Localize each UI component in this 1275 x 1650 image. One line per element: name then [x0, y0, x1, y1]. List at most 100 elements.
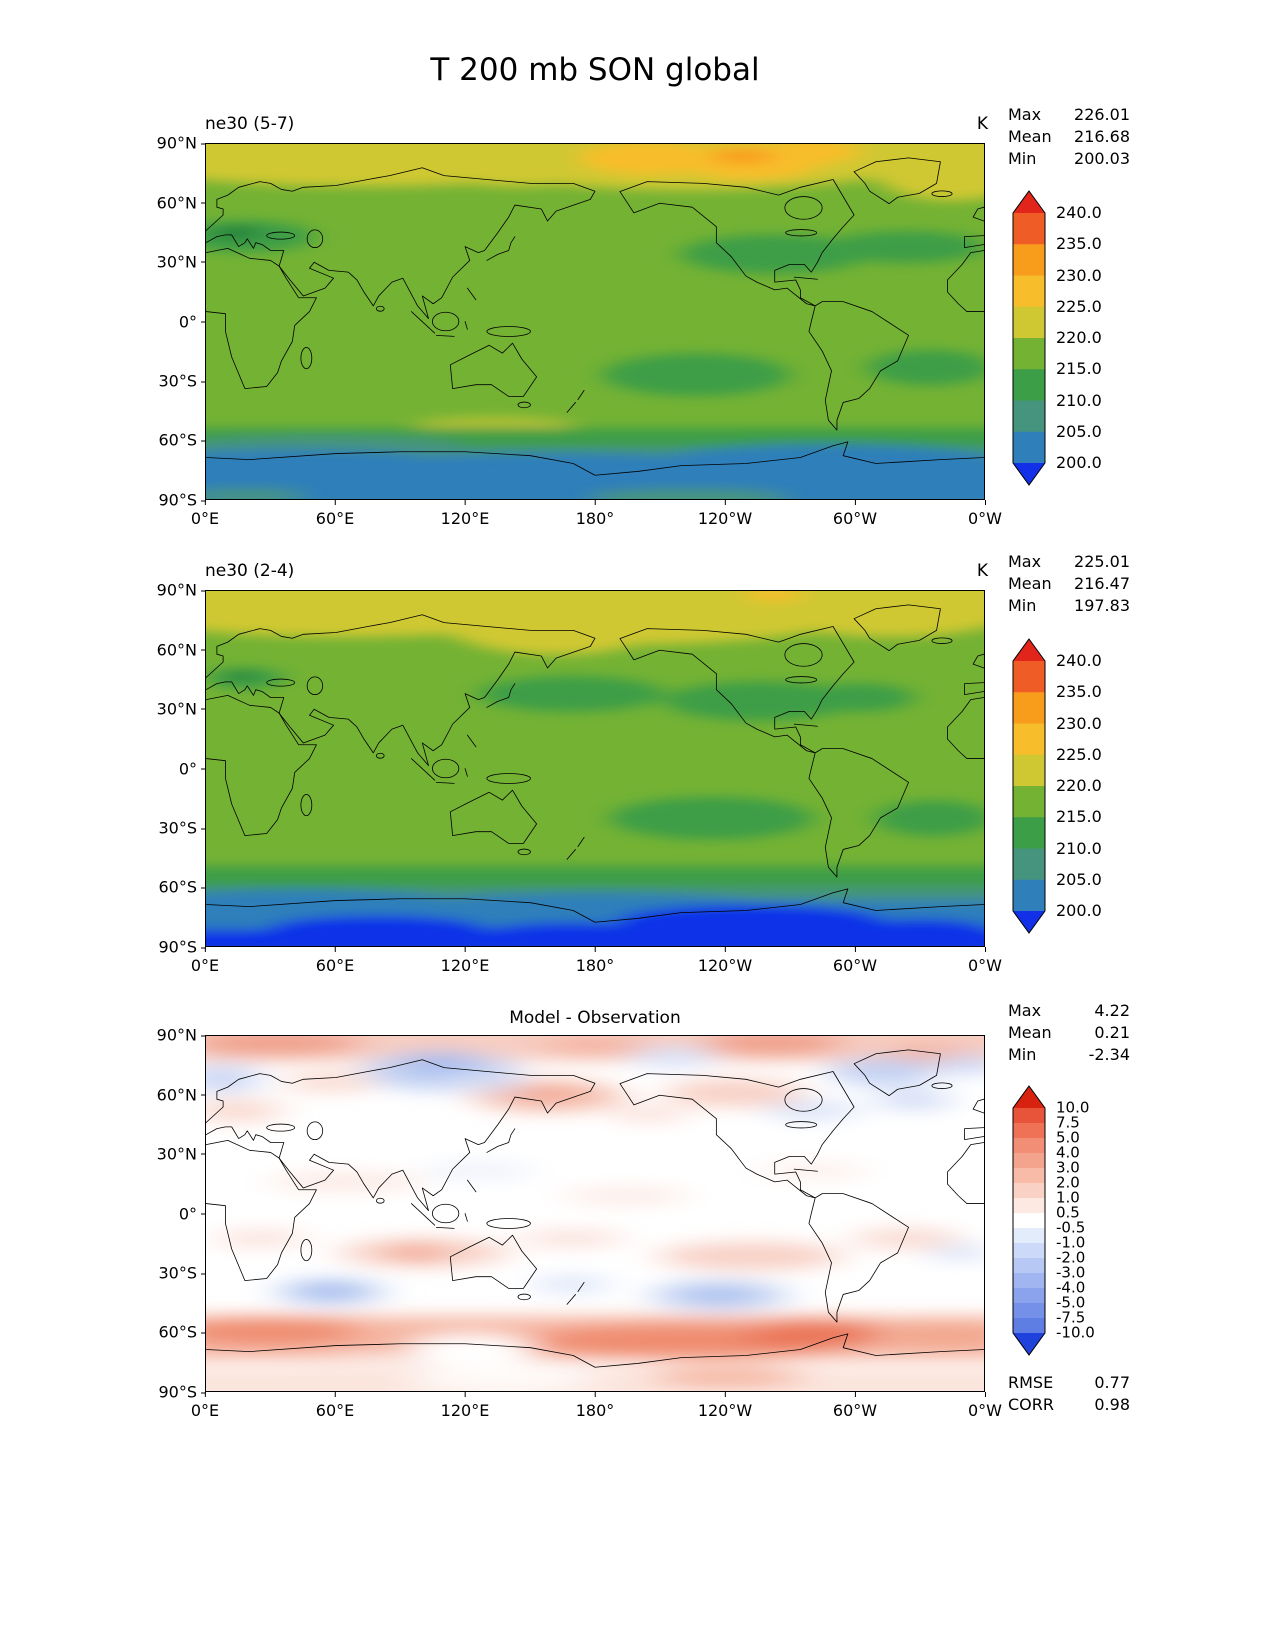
- y-tick-label: 90°S: [158, 1382, 206, 1402]
- x-tick-label: 0°W: [968, 1392, 1002, 1420]
- colorbar-tick-label: 215.0: [1056, 359, 1102, 379]
- colorbar-tick-label: -7.5: [1056, 1308, 1086, 1327]
- panel1-map: [205, 143, 985, 500]
- x-tick-label: 0°W: [968, 947, 1002, 975]
- stat-value: 0.21: [1094, 1023, 1130, 1042]
- panel3-map: [205, 1035, 985, 1392]
- panel2-map: [205, 590, 985, 947]
- colorbar-tick-label: 0.5: [1056, 1203, 1080, 1222]
- colorbar-tick-label: 230.0: [1056, 265, 1102, 285]
- x-tick-label: 60°W: [832, 947, 878, 975]
- colorbar-tick-label: 200.0: [1056, 901, 1102, 920]
- temperature-field: [206, 144, 984, 499]
- stat-name: Mean: [1008, 127, 1052, 146]
- colorbar-tick-label: 205.0: [1056, 869, 1102, 889]
- x-tick-label: 120°W: [697, 947, 753, 975]
- difference-field: [206, 1036, 984, 1391]
- colorbar-tick-label: -1.0: [1056, 1233, 1086, 1252]
- stat-name: Min: [1008, 596, 1037, 615]
- x-tick-label: 180°: [575, 500, 615, 528]
- y-tick-label: 60°S: [158, 430, 206, 450]
- colorbar-svg: [1012, 1085, 1046, 1356]
- y-tick-label: 30°S: [158, 371, 206, 391]
- y-tick-label: 60°S: [158, 877, 206, 897]
- panel3-title: Model - Observation: [509, 1008, 681, 1028]
- y-tick-label: 30°N: [156, 699, 207, 719]
- colorbar-tick-label: 235.0: [1056, 682, 1102, 702]
- panel1-x-axis: 0°E 60°E 120°E 180° 120°W 60°W 0°W: [191, 500, 1002, 529]
- stat-value: -2.34: [1088, 1045, 1130, 1064]
- panel1-stats: Max 226.01 Mean 216.68 Min 200.03: [1008, 104, 1130, 170]
- colorbar-tick-label: -10.0: [1056, 1323, 1095, 1342]
- panel3-y-axis: 90°N 60°N 30°N 0° 30°S 60°S 90°S: [120, 1026, 207, 1402]
- colorbar-tick-label: -4.0: [1056, 1278, 1086, 1297]
- panel2-stats: Max 225.01 Mean 216.47 Min 197.83: [1008, 551, 1130, 617]
- stat-row: Min 200.03: [1008, 148, 1130, 170]
- stat-value: 197.83: [1074, 596, 1130, 615]
- panel1-units-label: K: [976, 114, 988, 134]
- x-tick-label: 120°W: [697, 1392, 753, 1420]
- colorbar-tick-label: 205.0: [1056, 421, 1102, 441]
- stat-name: Max: [1008, 105, 1042, 124]
- panel3-map-svg: [206, 1036, 984, 1391]
- stat-value: 200.03: [1074, 149, 1130, 168]
- colorbar-tick-label: 4.0: [1056, 1143, 1080, 1162]
- stat-name: Min: [1008, 1045, 1037, 1064]
- stat-name: Max: [1008, 1001, 1042, 1020]
- temperature-field: [206, 591, 984, 946]
- x-tick-label: 120°E: [440, 1392, 490, 1420]
- stat-row: RMSE 0.77: [1008, 1372, 1130, 1394]
- x-tick-label: 60°E: [315, 500, 355, 528]
- colorbar-tick-label: 215.0: [1056, 807, 1102, 827]
- colorbar-tick-label: 240.0: [1056, 203, 1102, 222]
- stat-name: Max: [1008, 552, 1042, 571]
- stat-row: Mean 216.47: [1008, 573, 1130, 595]
- colorbar-tick-label: 10.0: [1056, 1098, 1090, 1117]
- colorbar-svg: [1012, 638, 1046, 934]
- y-tick-label: 60°N: [156, 640, 207, 659]
- stat-name: Mean: [1008, 1023, 1052, 1042]
- x-tick-label: 60°W: [832, 500, 878, 528]
- y-tick-label: 30°S: [158, 818, 206, 838]
- stat-row: Min -2.34: [1008, 1044, 1130, 1066]
- stat-value: 216.47: [1074, 574, 1130, 593]
- stat-row: Max 225.01: [1008, 551, 1130, 573]
- stat-row: Mean 0.21: [1008, 1022, 1130, 1044]
- stat-name: CORR: [1008, 1395, 1054, 1414]
- colorbar-tick-label: 225.0: [1056, 296, 1102, 316]
- y-tick-label: 90°N: [156, 133, 207, 153]
- panel1-y-axis: 90°N 60°N 30°N 0° 30°S 60°S 90°S: [120, 134, 207, 510]
- stat-name: RMSE: [1008, 1373, 1054, 1392]
- x-tick-label: 0°E: [190, 500, 220, 528]
- colorbar-tick-label: -3.0: [1056, 1263, 1086, 1282]
- stat-row: Min 197.83: [1008, 595, 1130, 617]
- colorbar-tick-label: -2.0: [1056, 1248, 1086, 1267]
- x-tick-label: 0°W: [968, 500, 1002, 528]
- panel2-label: ne30 (2-4): [205, 561, 295, 581]
- panel2-x-axis: 0°E 60°E 120°E 180° 120°W 60°W 0°W: [191, 947, 1002, 976]
- colorbar-tick-label: -0.5: [1056, 1218, 1086, 1237]
- colorbar-tick-label: 235.0: [1056, 234, 1102, 254]
- x-tick-label: 60°W: [832, 1392, 878, 1420]
- x-tick-label: 60°E: [315, 1392, 355, 1420]
- stat-row: Max 226.01: [1008, 104, 1130, 126]
- colorbar-svg: [1012, 190, 1046, 486]
- y-tick-label: 30°S: [158, 1263, 206, 1283]
- panel3-stats: Max 4.22 Mean 0.21 Min -2.34: [1008, 1000, 1130, 1066]
- panel3-x-axis: 0°E 60°E 120°E 180° 120°W 60°W 0°W: [191, 1392, 1002, 1421]
- stat-value: 4.22: [1094, 1001, 1130, 1020]
- y-tick-label: 0°: [178, 312, 207, 331]
- panel3-extra-stats: RMSE 0.77 CORR 0.98: [1008, 1372, 1130, 1416]
- y-tick-label: 60°N: [156, 1085, 207, 1104]
- stat-value: 226.01: [1074, 105, 1130, 124]
- colorbar-tick-label: 225.0: [1056, 744, 1102, 764]
- x-tick-label: 180°: [575, 947, 615, 975]
- y-tick-label: 90°S: [158, 490, 206, 510]
- x-tick-label: 180°: [575, 1392, 615, 1420]
- y-tick-label: 0°: [178, 759, 207, 778]
- colorbar-tick-label: 230.0: [1056, 713, 1102, 733]
- y-tick-label: 30°N: [156, 252, 207, 272]
- panel1-colorbar: 240.0 235.0 230.0 225.0 220.0 215.0 210.0 205.0…: [1012, 190, 1162, 490]
- panel3-colorbar: 10.0 7.5 5.0 4.0 3.0 2.0 1.0 0.5 -0.5 -1.0 -2.0 -3.…: [1012, 1085, 1162, 1360]
- panel2-units-label: K: [976, 561, 988, 581]
